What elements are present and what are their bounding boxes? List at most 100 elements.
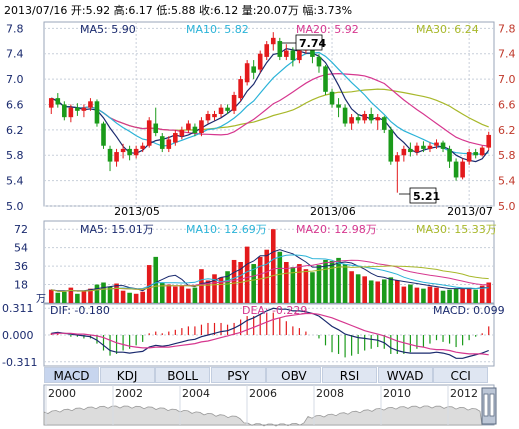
candle-down <box>290 50 296 61</box>
volume-bar <box>212 274 217 303</box>
volume-bar <box>395 280 400 303</box>
candle-down <box>225 107 230 111</box>
price-tick-left: 7.4 <box>6 48 24 61</box>
candle-up <box>68 107 74 118</box>
quote-open: 开:5.92 <box>70 4 111 17</box>
candle-up <box>244 63 250 83</box>
volume-bar <box>486 282 492 303</box>
macd-tick: 0.000 <box>2 329 34 342</box>
candle-down <box>368 114 374 121</box>
legend-ma30: MA30: 6.24 <box>416 23 479 36</box>
volume-bar <box>75 293 80 303</box>
vol-ma10-line <box>51 254 489 292</box>
moving-average-lines <box>51 47 490 163</box>
volume-bar <box>153 256 159 303</box>
volume-bar <box>342 264 348 303</box>
volume-bar <box>368 280 374 303</box>
candle-down <box>355 117 361 121</box>
candle-down <box>447 148 452 162</box>
timeline-year-label: 2008 <box>316 387 344 400</box>
tab-cci[interactable]: CCI <box>433 367 489 383</box>
quote-amplitude: 幅:3.73% <box>302 4 353 17</box>
timeline-year-label: 2000 <box>48 387 76 400</box>
volume-bar <box>375 281 381 303</box>
timeline-area <box>43 405 483 427</box>
tab-wvad[interactable]: WVAD <box>377 367 433 383</box>
candle-up <box>140 145 145 149</box>
tab-boll[interactable]: BOLL <box>155 367 211 383</box>
candle-up <box>395 155 400 162</box>
candle-down <box>336 104 341 108</box>
legend-vol-ma10: MA10: 12.69万 <box>186 223 267 236</box>
vol-unit: 万 <box>36 294 46 305</box>
candle-down <box>55 98 61 105</box>
quote-close: 收:6.12 <box>199 4 239 17</box>
volume-bar <box>323 259 328 303</box>
tab-rsi[interactable]: RSI <box>322 367 377 383</box>
candle-up <box>166 139 172 149</box>
candle-up <box>173 133 178 143</box>
tab-kdj[interactable]: KDJ <box>99 367 155 383</box>
price-tick-right: 7.8 <box>498 22 516 35</box>
price-tick-left: 5.4 <box>6 175 24 188</box>
volume-bar <box>231 259 237 303</box>
volume-bar <box>310 272 315 303</box>
volume-bar <box>159 282 165 303</box>
candle-up <box>133 148 139 156</box>
volume-tick: 72 <box>14 223 28 236</box>
volume-bar <box>140 291 145 303</box>
price-tick-right: 5.8 <box>498 149 516 162</box>
low-label: 5.21 <box>413 190 440 203</box>
price-tick-left: 7.8 <box>6 22 24 35</box>
volume-bar <box>290 267 296 303</box>
candle-down <box>473 152 478 156</box>
volume-bar <box>401 286 407 303</box>
candle-down <box>251 66 256 73</box>
legend-ma10: MA10: 5.82 <box>186 23 249 36</box>
volume-bar <box>303 269 309 303</box>
volume-bar <box>218 277 224 303</box>
volume-bar <box>199 269 204 303</box>
candle-down <box>192 126 198 134</box>
legend-ma20: MA20: 5.92 <box>296 23 359 36</box>
legend-dea: DEA: -0.229 <box>242 304 307 317</box>
candle-down <box>453 161 459 178</box>
volume-bar <box>362 276 367 303</box>
candle-down <box>316 56 322 67</box>
volume-bar <box>48 289 54 303</box>
date-label: 2013/07 <box>447 205 493 218</box>
candle-up <box>199 120 204 134</box>
candle-up <box>120 148 126 153</box>
tab-obv[interactable]: OBV <box>266 367 322 383</box>
price-tick-left: 5.8 <box>6 149 24 162</box>
volume-bar <box>192 287 198 303</box>
volume-bar <box>244 246 250 303</box>
candle-up <box>257 53 263 70</box>
candle-up <box>81 107 87 111</box>
range-handle[interactable] <box>481 387 497 425</box>
macd-axis: 0.311 0.000 -0.311 <box>2 302 37 369</box>
tab-psy[interactable]: PSY <box>210 367 266 383</box>
volume-bar <box>473 289 478 303</box>
vol-ma30-line <box>51 265 489 292</box>
macd-panel <box>43 303 495 367</box>
volume-bar <box>62 291 67 303</box>
candle-down <box>342 107 348 124</box>
volume-bar <box>316 265 322 303</box>
dea-line <box>51 312 489 356</box>
quote-volume: 量:20.07万 <box>241 4 299 17</box>
volume-bar <box>453 288 459 303</box>
candle-up <box>362 114 367 121</box>
candle-down <box>107 148 113 162</box>
ma20-line <box>51 72 489 147</box>
tab-macd[interactable]: MACD <box>44 367 99 383</box>
price-axis: 7.8 7.8 7.4 7.4 7.0 7.0 6.6 6.6 6.2 6.2 5.8 5.8 5.4 5… <box>6 22 516 213</box>
legend-dif: DIF: -0.180 <box>50 304 110 317</box>
legend-vol-ma5: MA5: 15.01万 <box>80 223 154 236</box>
price-tick-left: 6.6 <box>6 98 24 111</box>
volume-bar <box>355 274 361 303</box>
date-label: 2013/05 <box>114 205 160 218</box>
volume-tick: 36 <box>14 260 28 273</box>
volume-bar <box>166 284 172 303</box>
volume-bar <box>414 287 420 303</box>
